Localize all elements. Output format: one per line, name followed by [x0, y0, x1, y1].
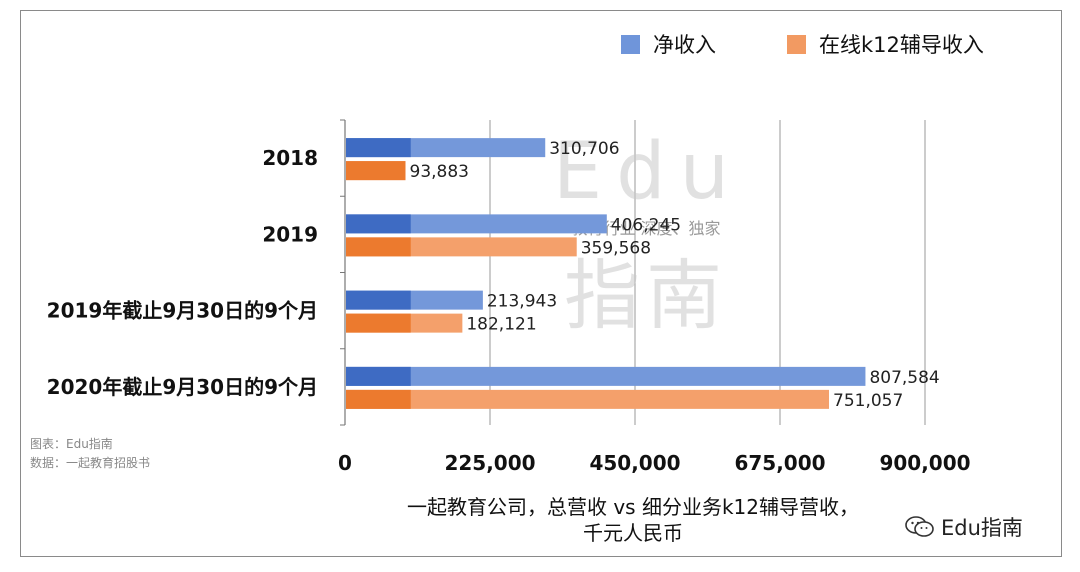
x-tick-label: 0 — [338, 451, 352, 475]
legend-label: 净收入 — [653, 33, 716, 57]
source-data-credit: 数据：一起教育招股书 — [30, 456, 151, 470]
legend-swatch — [787, 35, 806, 54]
category-label: 2019年截止9月30日的9个月 — [47, 299, 318, 323]
data-label: 406,245 — [611, 215, 681, 235]
watermark-big: Edu — [553, 127, 743, 217]
watermark-tagline: 教育行业 深度、独家 — [571, 219, 720, 238]
bar-segment-dark — [346, 290, 411, 310]
legend-swatch — [621, 35, 640, 54]
axis: 0 225,000 450,000 675,000 900,000 一起教育公司，总营收 … — [338, 119, 971, 545]
category-label: 2019 — [262, 222, 318, 246]
x-axis-label: 千元人民币 — [583, 521, 683, 545]
bar-segment-dark — [346, 214, 411, 234]
data-label: 751,057 — [833, 391, 903, 411]
data-label: 359,568 — [581, 238, 651, 258]
brand-name: Edu指南 — [941, 516, 1023, 540]
bar-segment-dark — [346, 237, 411, 257]
bar-segment-dark — [346, 366, 411, 386]
watermark-cn: 指南 — [564, 251, 728, 340]
data-label: 310,706 — [549, 139, 619, 159]
x-tick-label: 675,000 — [734, 451, 825, 475]
x-tick-label: 900,000 — [879, 451, 970, 475]
bar — [346, 366, 866, 386]
watermark: Edu 教育行业 深度、独家 指南 — [553, 127, 743, 340]
data-label: 807,584 — [869, 368, 939, 388]
legend: 净收入 在线k12辅导收入 — [621, 33, 984, 57]
data-label: 93,883 — [410, 162, 469, 182]
bars: 2018 310,706 93,883 2019 406,245 359,568 2019年… — [47, 138, 940, 411]
source-chart-credit: 图表：Edu指南 — [30, 437, 113, 451]
bar-segment-dark — [346, 138, 411, 158]
bar — [346, 214, 607, 234]
x-axis-label: 一起教育公司，总营收 vs 细分业务k12辅导营收， — [407, 495, 859, 519]
bar — [346, 389, 830, 409]
bar-segment-dark — [346, 161, 406, 181]
category-label: 2018 — [262, 146, 318, 170]
legend-label: 在线k12辅导收入 — [819, 33, 984, 57]
bar-segment-dark — [346, 313, 411, 333]
x-tick-label: 450,000 — [589, 451, 680, 475]
brand-badge: Edu指南 — [905, 512, 1023, 542]
category-label: 2020年截止9月30日的9个月 — [47, 375, 318, 399]
chart-frame — [20, 10, 1062, 557]
x-tick-label: 225,000 — [444, 451, 535, 475]
bar-segment-dark — [346, 389, 411, 409]
wechat-icon — [905, 516, 934, 537]
data-label: 213,943 — [487, 292, 557, 312]
data-label: 182,121 — [466, 315, 536, 335]
